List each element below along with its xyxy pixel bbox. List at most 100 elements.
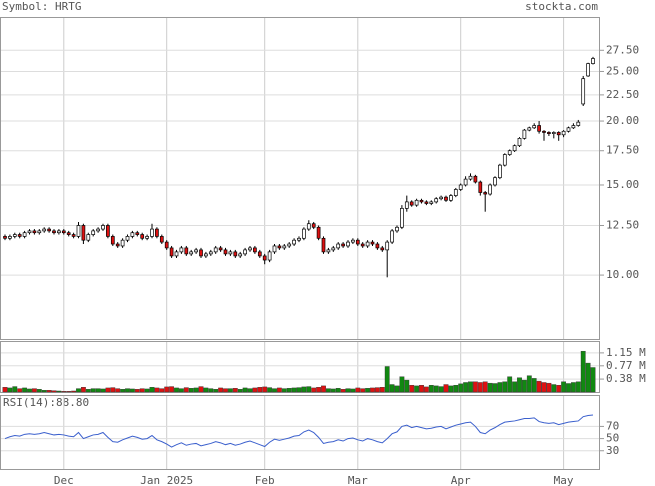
candle-body: [42, 228, 47, 232]
volume-bar: [71, 390, 77, 393]
volume-bar: [277, 387, 282, 393]
volume-bar: [32, 388, 37, 393]
volume-bar: [36, 389, 42, 393]
volume-bar: [198, 386, 204, 393]
candle-body: [174, 251, 179, 257]
y-tick-label: 27.50: [606, 43, 639, 56]
volume-bar: [370, 387, 375, 393]
candle-body: [52, 230, 56, 234]
volume-bar: [46, 390, 52, 393]
volume-bar: [174, 387, 179, 393]
candle-body: [228, 251, 233, 255]
candle-body: [22, 232, 27, 237]
candle-body: [267, 251, 272, 261]
y-tick-label: 12.50: [606, 218, 639, 231]
volume-bar: [350, 388, 356, 393]
volume-bar: [159, 388, 165, 393]
candle-body: [468, 175, 473, 180]
volume-bar: [306, 386, 312, 393]
y-tick-label: 25.00: [606, 64, 639, 77]
volume-bar: [389, 384, 395, 393]
volume-bar: [17, 388, 23, 393]
volume-bar: [419, 384, 424, 393]
volume-bar: [497, 382, 503, 393]
volume-bar: [468, 381, 473, 393]
candle-body: [561, 130, 566, 136]
candle-body: [453, 189, 458, 196]
volume-bar: [286, 388, 292, 393]
volume-bar: [183, 387, 189, 393]
volume-bar: [139, 388, 145, 393]
volume-bar: [85, 389, 91, 393]
volume-bar: [517, 377, 522, 393]
candle-body: [125, 236, 130, 241]
candle-body: [404, 201, 409, 209]
y-tick-label: 1.15 M: [606, 346, 646, 359]
volume-bar: [566, 383, 571, 393]
candle-body: [66, 232, 71, 235]
rsi-label: RSI(14):88.80: [3, 396, 89, 409]
candle-body: [233, 251, 238, 257]
volume-bar: [399, 376, 405, 393]
candle-body: [581, 78, 586, 105]
candle-body: [238, 253, 243, 257]
volume-bar: [458, 383, 464, 393]
candle-body: [218, 247, 223, 251]
volume-bar: [502, 381, 508, 393]
candle-body: [346, 241, 350, 247]
volume-bar: [580, 350, 586, 393]
volume-bar: [424, 386, 429, 393]
rsi-panel: [0, 395, 600, 470]
volume-bar: [115, 388, 121, 393]
volume-bar: [154, 387, 160, 393]
volume-bar: [585, 362, 591, 393]
candle-body: [414, 199, 419, 206]
volume-bar: [556, 384, 562, 393]
volume-bar: [541, 382, 547, 393]
candle-body: [380, 247, 385, 251]
candle-body: [150, 228, 154, 237]
candle-body: [591, 58, 595, 64]
volume-bar: [571, 382, 576, 393]
candle-body: [341, 243, 345, 247]
volume-bar: [526, 375, 532, 393]
candle-body: [282, 245, 287, 249]
candle-body: [194, 249, 198, 253]
volume-bar: [379, 387, 385, 393]
volume-bar: [414, 385, 419, 393]
candle-body: [130, 232, 135, 237]
candle-body: [370, 241, 375, 245]
y-tick-label: 0.77 M: [606, 359, 646, 372]
volume-bar: [360, 388, 366, 393]
candle-body: [512, 145, 517, 152]
volume-bar: [409, 384, 415, 393]
candle-body: [101, 225, 105, 230]
candle-body: [253, 247, 257, 253]
volume-bar: [326, 388, 331, 393]
candle-body: [159, 236, 164, 243]
candle-body: [37, 230, 42, 234]
volume-bar: [453, 384, 459, 393]
candle-body: [355, 239, 360, 245]
candle-body: [257, 251, 262, 257]
candle-body: [571, 125, 576, 129]
volume-bar: [473, 381, 478, 393]
x-tick-label: Mar: [348, 474, 368, 486]
volume-bar: [536, 380, 542, 393]
candle-body: [81, 225, 86, 241]
candle-body: [331, 247, 336, 251]
y-tick-label: 20.00: [606, 114, 639, 127]
candle-body: [409, 201, 414, 206]
volume-bar: [281, 388, 287, 393]
volume-bar: [428, 384, 434, 393]
candle-body: [458, 184, 463, 190]
y-tick-label: 70: [606, 419, 619, 432]
volume-bar: [384, 366, 390, 393]
candle-body: [449, 195, 453, 201]
candle-body: [385, 241, 390, 251]
volume-bar: [232, 388, 238, 393]
volume-bar: [301, 386, 307, 393]
candle-body: [336, 243, 341, 249]
candle-body: [71, 234, 76, 237]
volume-bar: [242, 387, 248, 393]
